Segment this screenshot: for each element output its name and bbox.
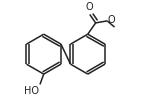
Text: O: O xyxy=(108,15,115,25)
Text: HO: HO xyxy=(24,86,39,96)
Text: O: O xyxy=(86,2,93,12)
